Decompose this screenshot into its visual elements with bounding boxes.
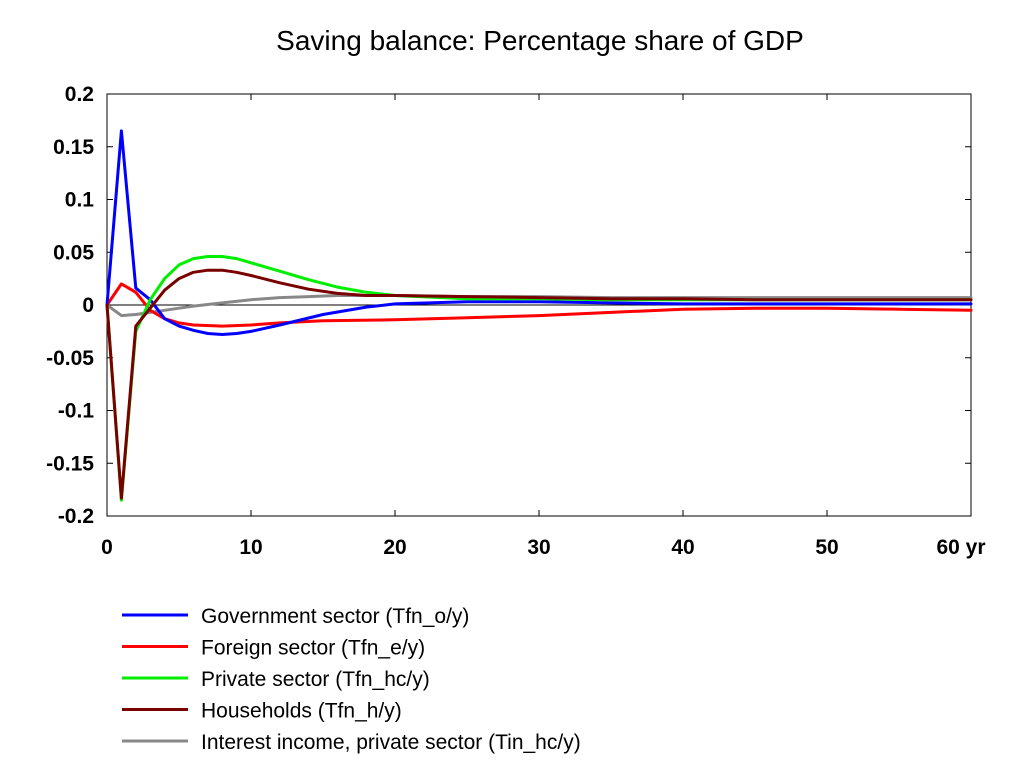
- x-tick-label: 60 yr: [936, 536, 985, 559]
- series-line-4: [105, 268, 973, 500]
- x-tick-label: 40: [671, 536, 694, 559]
- y-tick-label: -0.05: [46, 347, 94, 370]
- series-line-2: [105, 282, 973, 328]
- y-tick-label: -0.15: [46, 452, 94, 475]
- y-tick-label: 0.15: [53, 136, 94, 159]
- y-tick-label: 0.05: [53, 241, 94, 264]
- y-tick-label: 0: [82, 294, 94, 317]
- series-layer: [105, 129, 973, 502]
- x-tick-label: 50: [815, 536, 838, 559]
- legend-label: Households (Tfn_h/y): [201, 700, 402, 723]
- y-tick-label: 0.1: [65, 189, 95, 212]
- y-tick-label: -0.1: [58, 400, 95, 423]
- chart-title: Saving balance: Percentage share of GDP: [276, 25, 804, 56]
- y-tick-label: -0.2: [58, 505, 94, 528]
- legend-label: Foreign sector (Tfn_e/y): [201, 637, 425, 660]
- legend-label: Government sector (Tfn_o/y): [201, 605, 469, 628]
- x-tick-label: 20: [383, 536, 406, 559]
- series-line-1: [105, 129, 973, 336]
- legend-label: Interest income, private sector (Tin_hc/…: [201, 731, 581, 754]
- x-tick-label: 0: [101, 536, 113, 559]
- series-line-3: [105, 255, 973, 502]
- x-tick-label: 30: [527, 536, 550, 559]
- x-tick-label: 10: [239, 536, 262, 559]
- legend: Government sector (Tfn_o/y) Foreign secto…: [122, 605, 581, 754]
- legend-label: Private sector (Tfn_hc/y): [201, 668, 430, 691]
- axes: 0.2 0.15 0.1 0.05 0 -0.05 -0.1 -0.15 -0.2 0 10 20 30…: [46, 83, 985, 559]
- y-tick-label: 0.2: [65, 83, 94, 106]
